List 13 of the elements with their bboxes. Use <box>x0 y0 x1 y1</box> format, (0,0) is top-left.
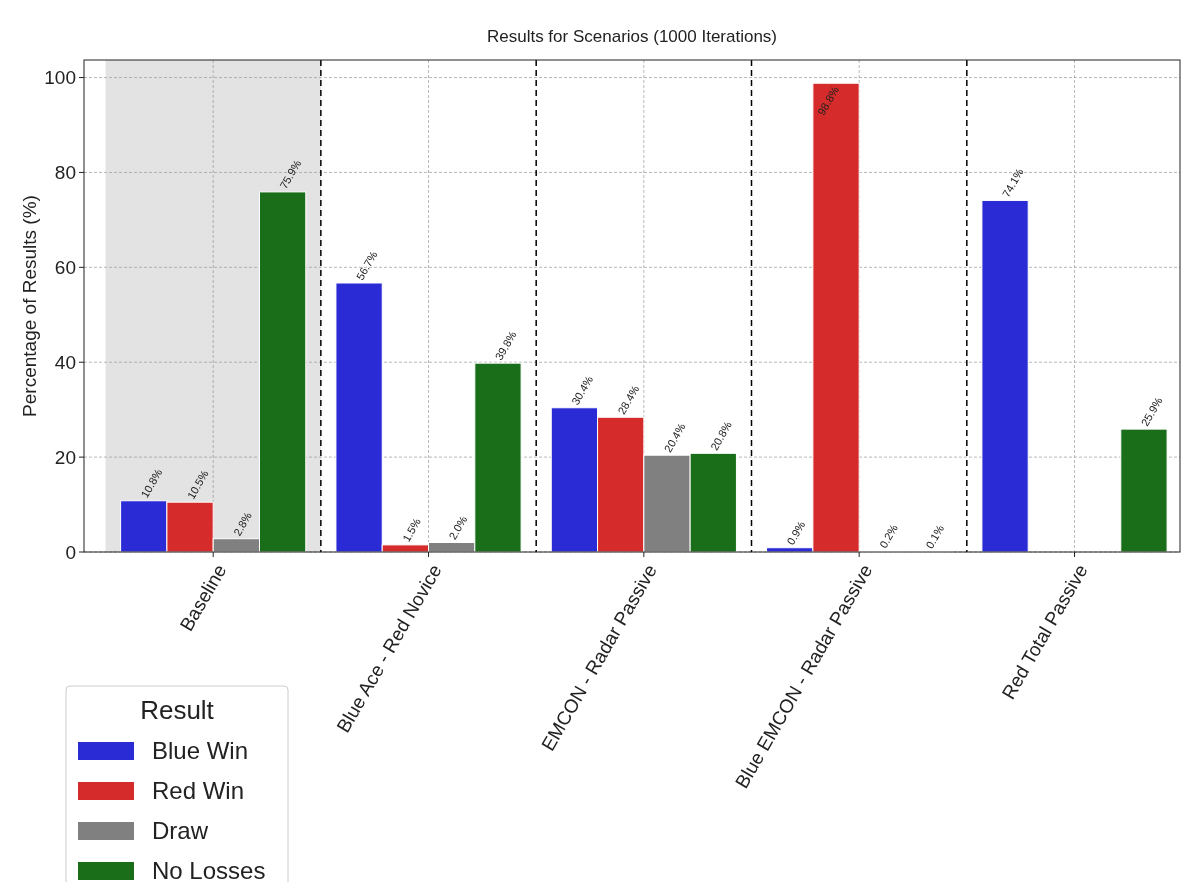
y-tick-label: 0 <box>65 541 76 563</box>
y-tick-label: 20 <box>54 446 76 468</box>
y-tick-label: 80 <box>54 162 76 184</box>
legend-title: Result <box>140 695 215 725</box>
legend-label: No Losses <box>152 857 266 885</box>
y-tick-label: 100 <box>44 67 76 89</box>
y-tick-label: 60 <box>54 256 76 278</box>
legend-label: Blue Win <box>152 737 249 765</box>
chart-title: Results for Scenarios (1000 Iterations) <box>486 27 778 46</box>
legend-label: Red Win <box>152 777 245 805</box>
legend-label: Draw <box>152 817 209 845</box>
y-axis-title: Percentage of Results (%) <box>19 195 40 417</box>
y-tick-label: 40 <box>54 351 76 373</box>
